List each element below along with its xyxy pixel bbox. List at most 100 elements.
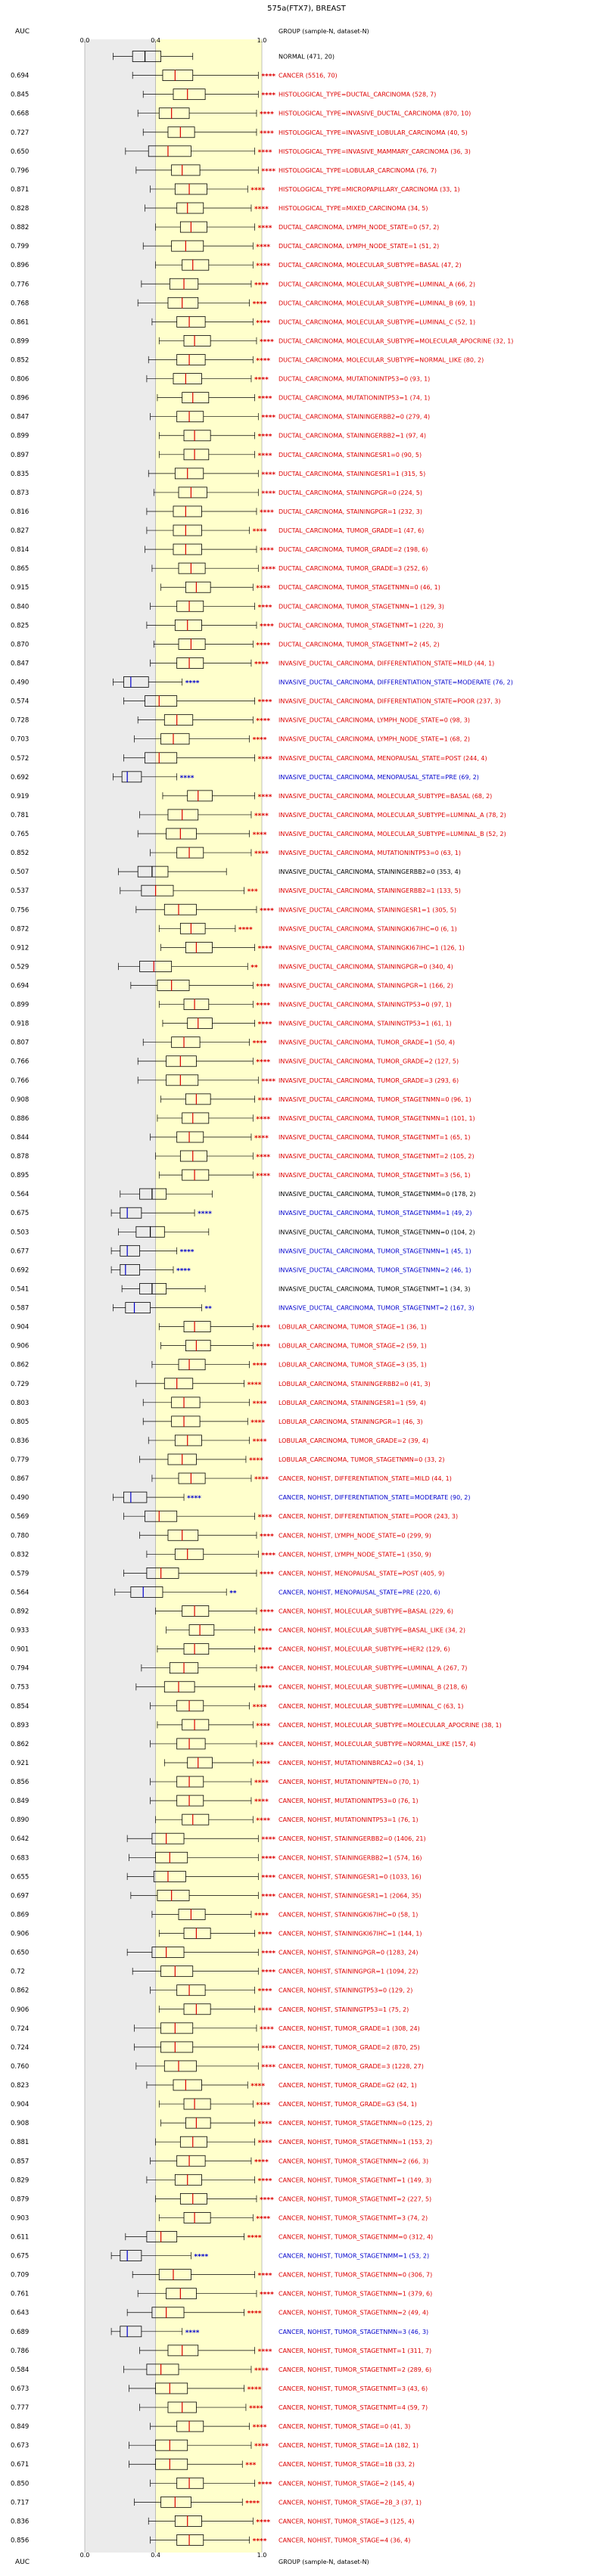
group-label: CANCER, NOHIST, MUTATIONINBRCA2=0 (34, 1… — [278, 1760, 424, 1767]
box — [163, 1681, 195, 1693]
box — [171, 1415, 201, 1428]
group-label: INVASIVE_DUCTAL_CARCINOMA, STAININGTP53=… — [278, 1021, 452, 1027]
box — [171, 1036, 201, 1049]
group-label: CANCER, NOHIST, STAININGTP53=0 (129, 2) — [278, 1987, 412, 1994]
significance-stars: **** — [260, 1666, 274, 1673]
row: 0.490 **** INVASIVE_DUCTAL_CARCINOMA, DIFF… — [11, 676, 513, 688]
auc-value: 0.849 — [11, 1798, 29, 1805]
auc-value: 0.840 — [11, 603, 29, 611]
auc-value: 0.906 — [11, 2006, 29, 2014]
auc-value: 0.766 — [11, 1058, 29, 1066]
chart-title: 575a(FTX7), BREAST — [267, 5, 347, 13]
auc-value: 0.823 — [11, 2082, 29, 2090]
auc-value: 0.872 — [11, 925, 29, 933]
group-label: CANCER, NOHIST, TUMOR_STAGE=2B_3 (37, 1) — [278, 2499, 422, 2506]
group-label: DUCTAL_CARCINOMA, LYMPH_NODE_STATE=0 (57… — [278, 224, 439, 231]
group-label: HISTOLOGICAL_TYPE=INVASIVE_DUCTAL_CARCIN… — [278, 110, 471, 117]
box — [178, 1472, 206, 1484]
group-label: CANCER, NOHIST, MOLECULAR_SUBTYPE=HER2 (… — [278, 1646, 450, 1653]
box — [139, 961, 173, 972]
significance-stars: ** — [229, 1589, 237, 1597]
significance-stars: ** — [204, 1306, 212, 1313]
auc-value: 0.886 — [11, 1115, 29, 1123]
auc-value: 0.805 — [11, 1419, 29, 1426]
shade-band — [85, 39, 156, 2553]
row: 0.689 **** CANCER, NOHIST, TUMOR_STAGETNMN… — [11, 2326, 428, 2338]
significance-stars: **** — [260, 547, 274, 555]
auc-value: 0.584 — [11, 2366, 29, 2374]
significance-stars: **** — [180, 1248, 194, 1256]
group-label: INVASIVE_DUCTAL_CARCINOMA, STAININGPGR=1… — [278, 983, 453, 990]
group-label: DUCTAL_CARCINOMA, TUMOR_GRADE=1 (47, 6) — [278, 527, 424, 534]
group-label: DUCTAL_CARCINOMA, TUMOR_STAGETNMT=1 (220… — [278, 622, 443, 629]
group-label: INVASIVE_DUCTAL_CARCINOMA, DIFFERENTIATI… — [278, 679, 513, 686]
box — [171, 164, 201, 176]
significance-stars: **** — [258, 1097, 272, 1105]
auc-value: 0.827 — [11, 527, 29, 535]
significance-stars: *** — [247, 888, 258, 896]
row: 0.908 **** INVASIVE_DUCTAL_CARCINOMA, TUMO… — [11, 1093, 471, 1105]
group-label: DUCTAL_CARCINOMA, STAININGERBB2=1 (97, 4… — [278, 433, 426, 440]
significance-stars: **** — [258, 756, 272, 763]
significance-stars: **** — [260, 2292, 274, 2299]
significance-stars: **** — [256, 2215, 270, 2223]
row: 0.572 **** INVASIVE_DUCTAL_CARCINOMA, MENO… — [11, 752, 487, 764]
box — [185, 2117, 211, 2129]
auc-value: 0.765 — [11, 831, 29, 838]
group-label: DUCTAL_CARCINOMA, STAININGESR1=1 (315, 5… — [278, 471, 425, 477]
significance-stars: **** — [254, 1798, 269, 1806]
row: 0.611 **** CANCER, NOHIST, TUMOR_STAGETNMM… — [11, 2231, 433, 2242]
significance-stars: **** — [254, 1476, 269, 1484]
group-label: CANCER, NOHIST, DIFFERENTIATION_STATE=MO… — [278, 1494, 470, 1501]
row: 0.879 **** CANCER, NOHIST, TUMOR_STAGETNMT… — [11, 2192, 431, 2205]
significance-stars: **** — [245, 2500, 260, 2507]
box — [183, 1928, 211, 1939]
row: 0.870 **** DUCTAL_CARCINOMA, TUMOR_STAGETN… — [11, 639, 440, 650]
group-label: INVASIVE_DUCTAL_CARCINOMA, TUMOR_STAGETN… — [278, 1115, 475, 1122]
row: 0.869 **** CANCER, NOHIST, STAININGKI67IHC… — [11, 1909, 418, 1920]
row: 0.803 **** LOBULAR_CARCINOMA, STAININGESR1… — [11, 1397, 426, 1409]
row: 0.823 **** CANCER, NOHIST, TUMOR_GRADE=G2 … — [11, 2079, 417, 2091]
auc-value: 0.786 — [11, 2348, 29, 2355]
auc-value: 0.724 — [11, 2025, 29, 2033]
row: 0.862 **** CANCER, NOHIST, STAININGTP53=0 … — [11, 1984, 412, 1996]
group-label: INVASIVE_DUCTAL_CARCINOMA, MOLECULAR_SUB… — [278, 793, 492, 800]
auc-value: 0.675 — [11, 1210, 29, 1217]
significance-stars: **** — [254, 377, 269, 384]
group-label: DUCTAL_CARCINOMA, STAININGPGR=1 (232, 3) — [278, 508, 422, 515]
box — [173, 505, 202, 517]
auc-value: 0.895 — [11, 1172, 29, 1179]
group-label: HISTOLOGICAL_TYPE=LOBULAR_CARCINOMA (76,… — [278, 167, 437, 174]
auc-value: 0.490 — [11, 679, 29, 687]
group-label: CANCER, NOHIST, STAININGERBB2=1 (574, 16… — [278, 1854, 422, 1861]
significance-stars: **** — [260, 338, 274, 346]
box — [182, 1813, 210, 1826]
box — [166, 1074, 199, 1086]
significance-stars: **** — [253, 300, 267, 308]
box — [121, 771, 142, 783]
significance-stars: **** — [247, 2386, 262, 2394]
significance-stars: **** — [261, 2064, 275, 2071]
auc-value: 0.668 — [11, 110, 29, 118]
box — [157, 1890, 190, 1901]
group-label: INVASIVE_DUCTAL_CARCINOMA, DIFFERENTIATI… — [278, 660, 494, 667]
significance-stars: **** — [258, 2139, 272, 2147]
box — [166, 2288, 197, 2300]
significance-stars: **** — [258, 225, 272, 232]
significance-stars: **** — [247, 1381, 262, 1389]
group-label: DUCTAL_CARCINOMA, MOLECULAR_SUBTYPE=BASA… — [278, 262, 462, 269]
group-label: LOBULAR_CARCINOMA, STAININGESR1=1 (59, 4… — [278, 1400, 426, 1406]
group-label: CANCER, NOHIST, STAININGESR1=1 (2064, 35… — [278, 1892, 422, 1899]
auc-value: 0.777 — [11, 2404, 29, 2412]
auc-value: 0.574 — [11, 698, 29, 706]
box — [163, 2060, 197, 2072]
group-label: CANCER, NOHIST, TUMOR_STAGETNMT=3 (74, 2… — [278, 2214, 428, 2221]
auc-value: 0.780 — [11, 1532, 29, 1540]
significance-stars: **** — [258, 1988, 272, 1996]
auc-value: 0.729 — [11, 1381, 29, 1388]
box — [182, 1112, 210, 1124]
group-label: DUCTAL_CARCINOMA, MUTATIONINTP53=1 (74, … — [278, 395, 430, 402]
row: 0.650 **** CANCER, NOHIST, STAININGPGR=0 (… — [11, 1947, 419, 1958]
auc-value: 0.861 — [11, 319, 29, 326]
auc-value: 0.727 — [11, 129, 29, 137]
